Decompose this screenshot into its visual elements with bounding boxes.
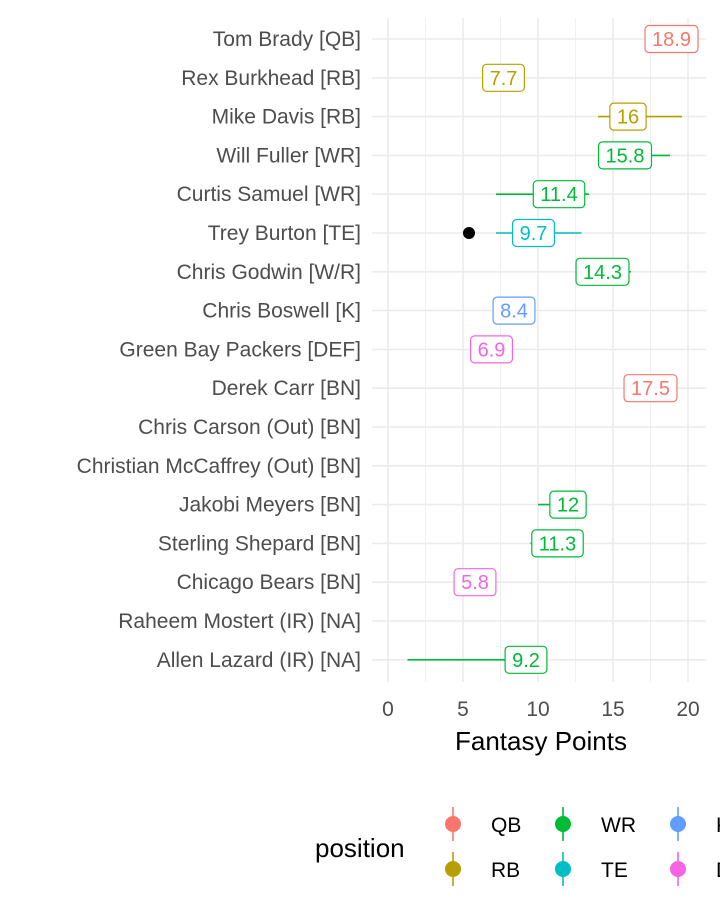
data-label: 11.3 — [539, 533, 576, 555]
legend: position QB RB WR TE K DEF — [315, 807, 720, 886]
y-tick-label: Chris Boswell [K] — [202, 300, 361, 323]
data-label: 8.4 — [500, 301, 528, 323]
actual-point — [463, 227, 475, 239]
legend-label: K — [716, 814, 720, 837]
y-tick-label: Chicago Bears [BN] — [177, 571, 361, 594]
data-label-box — [504, 645, 548, 674]
data-label-box — [531, 529, 584, 558]
x-tick-label: 15 — [601, 698, 624, 721]
data-label: 14.3 — [583, 262, 622, 284]
data-label: 15.8 — [606, 145, 645, 167]
data-label-box — [549, 490, 587, 519]
legend-key-point — [445, 861, 461, 877]
legend-label: RB — [491, 859, 520, 882]
y-tick-label: Sterling Shepard [BN] — [158, 532, 361, 555]
data-label-box — [609, 102, 647, 131]
data-label: 6.9 — [478, 339, 506, 361]
y-tick-label: Chris Godwin [W/R] — [177, 261, 361, 284]
data-label: 16 — [617, 107, 639, 129]
legend-key-point — [670, 861, 686, 877]
legend-key-point — [670, 816, 686, 832]
y-tick-label: Allen Lazard (IR) [NA] — [157, 649, 361, 672]
x-axis-labels: 0 5 10 15 20 — [382, 698, 700, 721]
y-tick-label: Rex Burkhead [RB] — [181, 67, 361, 90]
y-axis-labels: Tom Brady [QB] Rex Burkhead [RB] Mike Davi… — [77, 28, 361, 672]
data-label: 17.5 — [631, 378, 670, 400]
x-tick-label: 5 — [457, 698, 469, 721]
data-label: 18.9 — [652, 29, 691, 51]
x-tick-label: 10 — [526, 698, 549, 721]
y-tick-label: Curtis Samuel [WR] — [177, 183, 361, 206]
y-tick-label: Christian McCaffrey (Out) [BN] — [77, 455, 361, 478]
x-axis-title: Fantasy Points — [455, 726, 627, 756]
data-label-box — [575, 257, 630, 286]
y-tick-label: Jakobi Meyers [BN] — [179, 494, 361, 517]
y-tick-label: Will Fuller [WR] — [216, 144, 361, 167]
data-label: 11.4 — [540, 184, 577, 206]
data-label-box — [469, 335, 514, 364]
y-tick-label: Derek Carr [BN] — [212, 377, 361, 400]
legend-key-point — [555, 861, 571, 877]
x-tick-label: 0 — [382, 698, 394, 721]
y-tick-label: Raheem Mostert (IR) [NA] — [118, 610, 361, 633]
legend-label: TE — [601, 859, 628, 882]
chart-marks: 18.9 7.7 16 15.8 11.4 9.7 14.3 8.4 6.9 17.5 12 11.3… — [407, 24, 699, 674]
legend-key-point — [445, 816, 461, 832]
data-label: 7.7 — [490, 68, 518, 90]
data-label-box — [532, 180, 586, 209]
y-tick-label: Tom Brady [QB] — [213, 28, 361, 51]
data-label-box — [597, 141, 653, 170]
data-label: 12 — [557, 495, 579, 517]
data-label-box — [481, 63, 526, 92]
data-label-box — [492, 296, 536, 325]
legend-key-point — [555, 816, 571, 832]
data-label: 9.7 — [520, 223, 548, 245]
y-tick-label: Trey Burton [TE] — [208, 222, 361, 245]
legend-label: QB — [491, 814, 521, 837]
y-tick-label: Green Bay Packers [DEF] — [119, 338, 361, 361]
legend-title: position — [315, 833, 405, 863]
y-tick-label: Mike Davis [RB] — [212, 106, 361, 129]
data-label-box — [623, 374, 678, 403]
data-label-box — [453, 568, 497, 597]
legend-label: DEF — [716, 859, 720, 882]
data-label: 9.2 — [512, 650, 540, 672]
legend-label: WR — [601, 814, 636, 837]
y-tick-label: Chris Carson (Out) [BN] — [138, 416, 361, 439]
x-tick-label: 20 — [676, 698, 699, 721]
data-label-box — [511, 218, 556, 248]
data-label: 5.8 — [461, 572, 489, 594]
plot-grid — [372, 18, 706, 682]
data-label-box — [644, 24, 699, 54]
